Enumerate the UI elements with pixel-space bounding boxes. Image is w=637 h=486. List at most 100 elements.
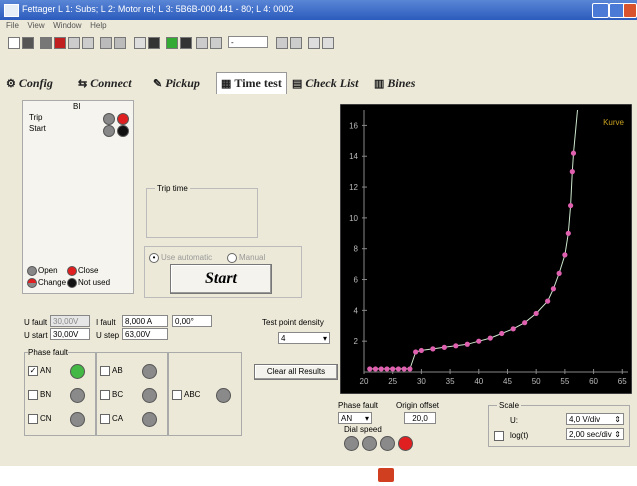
data-point xyxy=(464,341,470,347)
phase-an-checkbox[interactable]: ✓ xyxy=(28,366,38,376)
save-icon[interactable] xyxy=(40,37,52,49)
phase-bc-label: BC xyxy=(112,390,124,399)
menu-window[interactable]: Window xyxy=(53,21,82,30)
x-tick-label: 45 xyxy=(503,377,512,386)
i-fault-angle-input[interactable]: 0,00° xyxy=(172,315,212,327)
phase-cn-led xyxy=(70,412,85,427)
zoom-out-icon[interactable] xyxy=(114,37,126,49)
plot-phase-fault-label: Phase fault xyxy=(338,401,379,410)
chevron-down-icon: ▾ xyxy=(364,414,369,423)
record-icon[interactable] xyxy=(54,37,66,49)
green-icon[interactable] xyxy=(166,37,178,49)
tab-connect[interactable]: ⇆ Connect xyxy=(78,75,132,90)
y-tick-label: 8 xyxy=(354,245,359,254)
step-input[interactable]: - xyxy=(228,36,268,48)
curve-label: Kurve xyxy=(603,118,624,127)
start-led-b xyxy=(117,125,129,137)
phase-ca-led xyxy=(142,412,157,427)
data-point xyxy=(384,366,390,372)
trip-time-group: Trip time xyxy=(146,184,258,238)
close-button[interactable] xyxy=(623,3,637,18)
tab-pickup[interactable]: ✎ Pickup xyxy=(153,75,200,90)
y-tick-label: 12 xyxy=(349,183,358,192)
data-point xyxy=(430,346,436,352)
i-fault-input[interactable]: 8,000 A xyxy=(122,315,168,327)
next-icon[interactable] xyxy=(276,37,288,49)
trip-led-b xyxy=(117,113,129,125)
auto-radio[interactable]: • xyxy=(149,253,159,263)
menu-help[interactable]: Help xyxy=(90,21,107,30)
clear-all-results-button[interactable]: Clear all Results xyxy=(254,364,338,380)
legend-not-used-label: Not used xyxy=(78,278,111,287)
print-icon[interactable] xyxy=(22,37,34,49)
plot-phase-fault-select[interactable]: AN ▾ xyxy=(338,412,372,424)
manual-radio[interactable] xyxy=(227,253,237,263)
y-tick-label: 6 xyxy=(354,276,359,285)
tab-time-test[interactable]: ▦ Time test xyxy=(216,72,287,94)
new-icon[interactable] xyxy=(8,37,20,49)
phase-abc-checkbox[interactable] xyxy=(172,390,182,400)
origin-offset-input[interactable]: 20,0 xyxy=(404,412,436,424)
phase-bn-checkbox[interactable] xyxy=(28,390,38,400)
trip-time-label: Trip time xyxy=(155,184,190,193)
stop-icon[interactable] xyxy=(180,37,192,49)
scale-u-spinner[interactable]: 4,0 V/div ⇕ xyxy=(566,413,624,425)
tab-check-list[interactable]: ▤ Check List xyxy=(292,75,359,90)
dial-speed-2[interactable] xyxy=(362,436,377,451)
phase-bn-label: BN xyxy=(40,390,52,399)
trip-label: Trip xyxy=(29,113,43,122)
u-start-input[interactable]: 30,00V xyxy=(50,328,90,340)
start-label: Start xyxy=(29,124,46,133)
tab-config[interactable]: ⚙ Config xyxy=(6,75,53,90)
layout-icon[interactable] xyxy=(134,37,146,49)
data-point xyxy=(372,366,379,372)
status-bar xyxy=(0,466,637,486)
x-tick-label: 55 xyxy=(560,377,569,386)
minimize-button[interactable] xyxy=(592,3,609,18)
step-forward-icon[interactable] xyxy=(290,37,302,49)
u-fault-input[interactable]: 30,00V xyxy=(50,315,90,327)
legend-open-label: Open xyxy=(38,266,58,275)
data-point xyxy=(453,343,459,349)
dial-speed-4[interactable] xyxy=(398,436,413,451)
paste-icon[interactable] xyxy=(82,37,94,49)
data-point xyxy=(367,366,373,372)
time-test-panel: BI Trip Start Open Close Change Not used… xyxy=(0,94,637,466)
gear-icon: ⚙ xyxy=(6,77,16,90)
phase-cn-label: CN xyxy=(40,414,52,423)
phase-ab-checkbox[interactable] xyxy=(100,366,110,376)
x-tick-label: 20 xyxy=(360,377,369,386)
test-point-density-select[interactable]: 4 ▾ xyxy=(278,332,330,344)
spinner-icon: ⇕ xyxy=(614,430,621,439)
phase-ca-checkbox[interactable] xyxy=(100,414,110,424)
step-back-icon[interactable] xyxy=(196,37,208,49)
data-point xyxy=(441,344,447,350)
phase-bc-checkbox[interactable] xyxy=(100,390,110,400)
chart-background xyxy=(340,104,632,394)
data-point xyxy=(545,298,551,304)
dial-speed-3[interactable] xyxy=(380,436,395,451)
log-t-checkbox[interactable] xyxy=(494,431,504,441)
menu-file[interactable]: File xyxy=(6,21,19,30)
manual-radio-label: Manual xyxy=(239,253,266,262)
phase-ab-label: AB xyxy=(112,366,123,375)
u-step-input[interactable]: 63,00V xyxy=(122,328,168,340)
prev-icon[interactable] xyxy=(210,37,222,49)
menu-view[interactable]: View xyxy=(27,21,45,30)
grid-icon[interactable] xyxy=(148,37,160,49)
zoom-in-icon[interactable] xyxy=(100,37,112,49)
tab-bines[interactable]: ▥ Bines xyxy=(374,75,416,90)
data-point xyxy=(413,349,419,355)
start-button[interactable]: Start xyxy=(170,264,272,294)
scale-t-spinner[interactable]: 2,00 sec/div ⇕ xyxy=(566,428,624,440)
settings-icon[interactable] xyxy=(322,37,334,49)
data-point xyxy=(569,169,575,175)
x-tick-label: 30 xyxy=(417,377,426,386)
phase-bc-led xyxy=(142,388,157,403)
menu-bar: File View Window Help xyxy=(0,20,637,32)
export-icon[interactable] xyxy=(308,37,320,49)
dial-speed-1[interactable] xyxy=(344,436,359,451)
phase-ab-led xyxy=(142,364,157,379)
copy-icon[interactable] xyxy=(68,37,80,49)
phase-cn-checkbox[interactable] xyxy=(28,414,38,424)
